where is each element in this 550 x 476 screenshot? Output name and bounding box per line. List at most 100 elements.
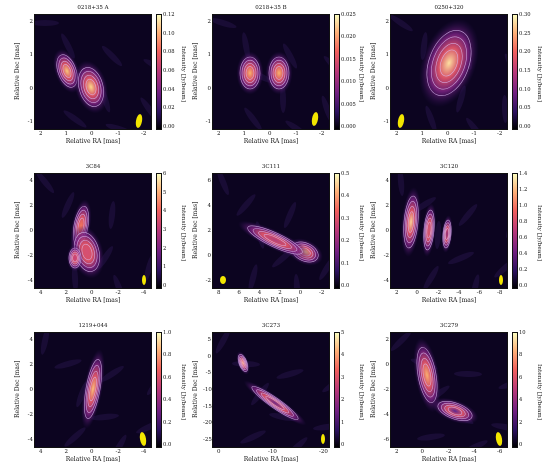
colorbar-tick-label: 1.0 xyxy=(519,203,528,209)
y-tick-label: -10 xyxy=(203,387,212,393)
x-tick-label: -8 xyxy=(497,290,503,296)
x-tick-label: 2 xyxy=(395,449,399,455)
y-axis-label: Relative Dec [mas] xyxy=(192,42,199,100)
image-plot xyxy=(34,332,152,448)
x-tick-label: 0 xyxy=(268,131,272,137)
emission-component xyxy=(238,220,312,260)
colorbar-tick-label: 0.30 xyxy=(519,12,531,18)
colorbar-tick-label: 5 xyxy=(341,330,345,336)
y-tick-label: 4 xyxy=(29,337,34,343)
colorbar xyxy=(512,332,518,448)
panel-title: 0218+35 B xyxy=(255,5,287,11)
noise-ripple xyxy=(456,85,466,113)
contour-line xyxy=(263,234,287,246)
colorbar-label: Intensity [Jy/beam] xyxy=(536,364,542,420)
noise-ripple xyxy=(454,370,482,378)
colorbar-tick-label: 0.2 xyxy=(341,238,350,245)
contour-line xyxy=(251,386,299,420)
x-tick-label: -6 xyxy=(476,290,482,296)
contour-line xyxy=(274,66,284,80)
noise-ripple xyxy=(105,123,133,129)
contour-line xyxy=(442,219,452,249)
colorbar-tick-label: 6 xyxy=(519,374,523,381)
contour-line xyxy=(68,247,82,269)
noise-ripple xyxy=(35,174,55,194)
y-axis-label: Relative Dec [mas] xyxy=(14,42,21,100)
contour-line xyxy=(247,225,303,255)
x-tick-label: 6 xyxy=(237,290,241,296)
y-tick-label: -4 xyxy=(27,278,33,284)
intensity-map xyxy=(35,15,151,129)
x-tick-label: 4 xyxy=(257,290,262,296)
contour-line xyxy=(403,195,419,249)
contour-line xyxy=(420,358,434,392)
noise-ripple xyxy=(397,174,405,196)
contour-line xyxy=(62,64,72,78)
colorbar-tick-label: 0.0 xyxy=(341,283,350,289)
colorbar-tick-label: 4 xyxy=(341,352,345,359)
emission-component xyxy=(66,244,84,272)
colorbar-tick-label: 0 xyxy=(163,283,167,289)
x-axis-label: Relative RA [mas] xyxy=(421,138,477,145)
x-tick-label: 2 xyxy=(64,290,69,296)
contour-line xyxy=(425,217,433,243)
map-background xyxy=(213,333,329,447)
colorbar xyxy=(512,173,518,289)
colorbar-tick-label: 0.25 xyxy=(519,30,531,37)
noise-ripple xyxy=(108,201,116,229)
x-axis-label: Relative RA [mas] xyxy=(243,456,299,463)
colorbar-tick-label: 0.12 xyxy=(163,12,175,18)
y-tick-label: 4 xyxy=(29,178,34,184)
beam-ellipse xyxy=(142,275,146,285)
y-tick-label: 0 xyxy=(207,353,212,360)
colorbar-tick-label: 0.1 xyxy=(341,260,350,267)
beam-ellipse xyxy=(495,432,503,446)
x-tick-label: -1 xyxy=(115,131,121,137)
noise-ripple xyxy=(215,333,231,354)
contour-line xyxy=(69,249,81,267)
contour-line xyxy=(245,66,255,80)
noise-ripple xyxy=(323,56,329,76)
noise-ripple xyxy=(293,274,301,288)
colorbar-label: Intensity [Jy/beam] xyxy=(536,205,542,261)
noise-ripple xyxy=(462,440,488,447)
y-tick-label: -6 xyxy=(383,437,389,443)
y-tick-label: 5 xyxy=(207,337,212,343)
y-tick-label: -1 xyxy=(383,119,389,125)
noise-ripple xyxy=(321,95,329,123)
y-tick-label: 0 xyxy=(385,85,390,92)
image-plot xyxy=(34,14,152,130)
x-tick-label: 0 xyxy=(90,290,94,296)
beam-ellipse xyxy=(220,276,226,284)
colorbar-tick-label: 0.8 xyxy=(163,352,172,359)
contour-line xyxy=(243,63,257,83)
y-tick-label: 4 xyxy=(207,203,212,209)
colorbar xyxy=(334,173,340,289)
colorbar xyxy=(334,332,340,448)
contour-line xyxy=(85,78,97,96)
contour-line xyxy=(272,63,286,83)
beam-ellipse xyxy=(321,434,325,444)
colorbar-label: Intensity [Jy/beam] xyxy=(358,46,364,102)
noise-ripple xyxy=(61,192,75,218)
x-tick-label: 2 xyxy=(395,131,399,137)
y-tick-label: 1 xyxy=(207,52,212,59)
colorbar-label: Intensity [Jy/beam] xyxy=(358,205,364,261)
noise-ripple xyxy=(448,251,474,265)
noise-ripple xyxy=(322,375,329,393)
x-tick-label: -2 xyxy=(446,449,452,455)
contour-line xyxy=(258,231,292,249)
y-tick-label: -5 xyxy=(205,370,211,377)
contour-line xyxy=(424,213,434,247)
contour-line xyxy=(444,225,450,243)
x-tick-label: -2 xyxy=(435,290,442,296)
y-axis-label: Relative Dec [mas] xyxy=(14,201,21,259)
noise-ripple xyxy=(286,437,308,447)
contour-line xyxy=(239,56,261,90)
contour-line xyxy=(418,352,436,398)
y-tick-label: -4 xyxy=(27,437,33,443)
contour-line xyxy=(406,206,416,238)
colorbar-tick-label: 0.2 xyxy=(519,267,528,273)
noise-ripple xyxy=(498,379,507,389)
x-axis-label: Relative RA [mas] xyxy=(243,297,299,304)
